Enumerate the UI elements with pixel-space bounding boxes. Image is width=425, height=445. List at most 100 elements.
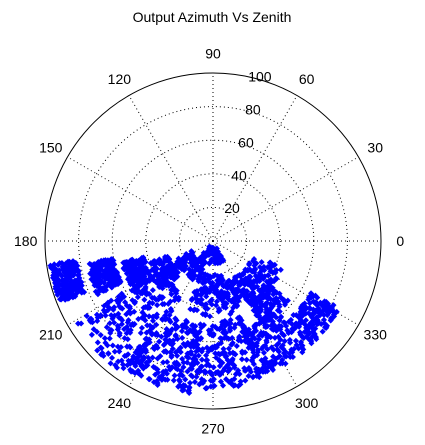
data-point bbox=[175, 255, 182, 262]
data-point bbox=[193, 373, 200, 380]
data-point bbox=[75, 271, 82, 279]
data-point bbox=[172, 266, 179, 273]
data-point bbox=[283, 353, 290, 360]
data-point bbox=[177, 349, 184, 356]
data-point bbox=[233, 342, 240, 350]
data-point bbox=[160, 341, 167, 349]
data-point bbox=[98, 278, 105, 285]
data-point bbox=[129, 320, 136, 327]
data-point bbox=[102, 312, 109, 319]
data-point bbox=[134, 266, 141, 273]
data-point bbox=[90, 262, 97, 269]
data-point bbox=[118, 321, 125, 328]
data-point bbox=[229, 285, 236, 292]
data-point bbox=[72, 292, 79, 299]
data-point bbox=[245, 330, 252, 337]
data-point bbox=[203, 293, 210, 300]
data-point bbox=[111, 348, 118, 355]
data-point bbox=[142, 284, 149, 291]
data-point bbox=[139, 290, 146, 297]
data-point bbox=[267, 359, 274, 366]
data-point bbox=[216, 307, 223, 314]
data-point bbox=[216, 363, 223, 370]
data-point bbox=[297, 317, 304, 324]
data-point bbox=[297, 331, 304, 338]
data-point bbox=[178, 367, 185, 374]
data-point bbox=[120, 259, 127, 266]
data-point bbox=[191, 378, 198, 386]
data-point bbox=[179, 334, 186, 341]
data-point bbox=[94, 339, 101, 346]
polar-grid bbox=[44, 72, 382, 410]
data-point bbox=[146, 304, 153, 311]
data-point bbox=[201, 284, 208, 291]
data-point bbox=[189, 373, 196, 380]
data-point bbox=[261, 267, 268, 274]
data-point bbox=[239, 350, 246, 357]
data-point bbox=[238, 356, 245, 363]
data-point bbox=[168, 353, 175, 361]
data-point bbox=[149, 294, 156, 301]
data-point bbox=[322, 301, 329, 308]
data-point bbox=[217, 340, 225, 347]
data-point bbox=[220, 329, 227, 336]
data-point bbox=[162, 314, 169, 322]
angle-tick-label-150: 150 bbox=[39, 139, 63, 155]
data-point bbox=[312, 325, 319, 332]
data-point bbox=[170, 377, 177, 384]
data-point bbox=[154, 355, 161, 362]
data-point bbox=[140, 365, 147, 372]
angle-tick-label-330: 330 bbox=[364, 327, 388, 343]
data-point bbox=[225, 278, 232, 285]
data-point bbox=[50, 274, 57, 281]
data-point bbox=[266, 280, 273, 287]
data-point bbox=[150, 379, 158, 386]
data-point bbox=[264, 368, 271, 375]
data-point bbox=[314, 301, 321, 309]
data-point bbox=[280, 345, 287, 352]
data-point bbox=[176, 378, 183, 385]
data-point bbox=[149, 354, 156, 361]
data-point bbox=[273, 342, 280, 349]
data-point bbox=[94, 314, 101, 321]
data-point bbox=[75, 288, 82, 295]
data-point bbox=[61, 294, 68, 301]
data-point bbox=[170, 337, 177, 344]
data-point bbox=[208, 296, 215, 303]
data-point bbox=[97, 313, 104, 320]
data-point bbox=[229, 279, 236, 286]
data-point bbox=[322, 324, 329, 331]
data-point bbox=[185, 354, 192, 361]
data-point bbox=[250, 328, 257, 335]
data-point bbox=[216, 357, 223, 364]
data-point bbox=[268, 344, 275, 351]
data-point bbox=[140, 304, 147, 311]
data-point bbox=[78, 320, 85, 327]
data-point bbox=[113, 297, 120, 304]
data-point bbox=[264, 310, 271, 317]
data-point bbox=[246, 340, 253, 347]
data-point bbox=[267, 259, 274, 266]
data-point bbox=[330, 311, 337, 318]
outer-circle bbox=[44, 72, 382, 410]
data-point bbox=[171, 372, 178, 379]
data-point bbox=[279, 360, 286, 367]
data-point bbox=[160, 359, 167, 366]
data-point bbox=[274, 326, 281, 333]
data-point bbox=[245, 372, 252, 380]
data-point bbox=[94, 347, 101, 354]
data-point bbox=[208, 256, 215, 263]
data-point bbox=[308, 313, 315, 320]
data-point bbox=[142, 280, 149, 287]
data-point bbox=[133, 286, 140, 293]
data-point bbox=[68, 293, 75, 300]
data-point bbox=[276, 322, 283, 329]
data-point bbox=[179, 324, 186, 331]
data-point bbox=[229, 334, 236, 342]
data-point bbox=[202, 385, 209, 392]
data-point bbox=[233, 303, 240, 310]
data-point bbox=[142, 347, 149, 354]
data-point bbox=[206, 331, 213, 338]
data-point bbox=[249, 345, 256, 352]
data-point bbox=[187, 306, 194, 313]
